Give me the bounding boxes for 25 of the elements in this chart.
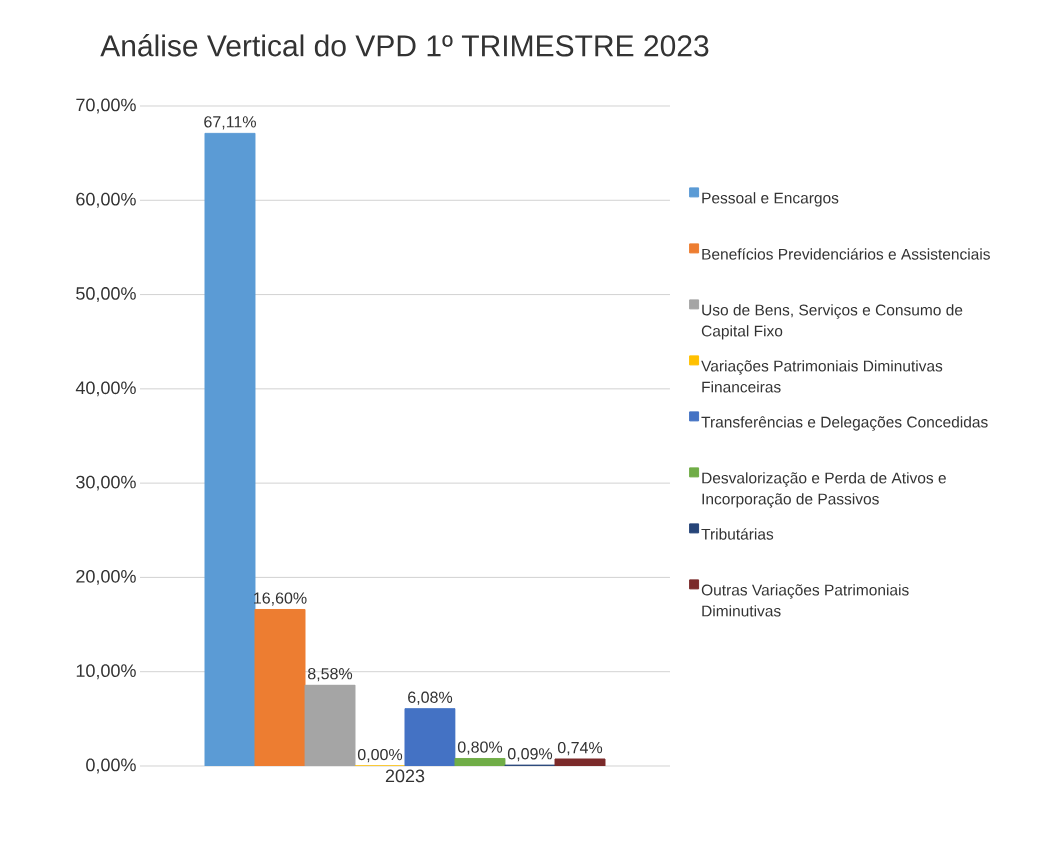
legend-label: Tributárias (701, 528, 774, 540)
y-tick-label: 50,00% (76, 287, 136, 302)
data-label: 0,09% (507, 748, 553, 762)
data-label: 8,58% (308, 668, 353, 682)
legend-label: Desvalorização e Perda de Ativos e Incorporação de Passivos (702, 472, 946, 508)
legend-label: Pessoal e Encargos (702, 192, 839, 207)
legend-label: Transferências e Delegações Concedidas (701, 416, 988, 431)
y-tick-label: 0,00% (86, 758, 136, 774)
x-tick-label: 2023 (385, 769, 425, 783)
legend-label: Outras Variações Patrimoniais Diminutivas (701, 584, 909, 617)
data-label: 67,11% (204, 116, 256, 130)
data-label: 0,80% (457, 741, 503, 755)
chart-title: Análise Vertical do VPD 1º TRIMESTRE 2023 (100, 34, 709, 57)
y-tick-label: 40,00% (75, 381, 136, 397)
y-tick-label: 60,00% (76, 192, 136, 208)
y-tick-label: 30,00% (76, 475, 136, 491)
y-tick-label: 10,00% (76, 664, 136, 680)
data-label: 0,74% (557, 741, 603, 756)
legend-label: Benefícios Previdenciários e Assistenciais (702, 248, 990, 260)
legend-label: Variações Patrimoniais Diminutivas Financeiras (701, 360, 943, 393)
data-label: 6,08% (408, 691, 453, 705)
y-tick-label: 70,00% (76, 98, 136, 114)
legend-label: Uso de Bens, Serviços e Consumo de Capital Fixo (701, 304, 963, 340)
data-label: 0,00% (357, 748, 403, 763)
y-tick-label: 20,00% (76, 569, 136, 585)
